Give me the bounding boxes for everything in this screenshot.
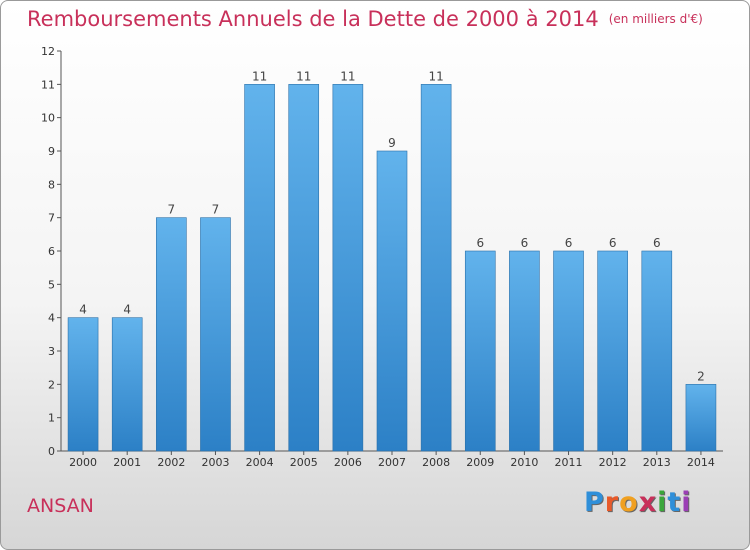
- data-label: 6: [653, 236, 661, 250]
- data-label: 11: [252, 69, 267, 83]
- x-tick-label: 2004: [246, 456, 274, 469]
- bar-2005: [288, 84, 320, 452]
- proxiti-logo: Proxiti: [584, 487, 692, 518]
- y-tick-label: 5: [48, 278, 55, 291]
- data-label: 4: [123, 303, 131, 317]
- x-tick-label: 2010: [510, 456, 538, 469]
- x-tick-label: 2009: [466, 456, 494, 469]
- x-tick-label: 2007: [378, 456, 406, 469]
- logo-letter: P: [584, 487, 605, 518]
- town-name: ANSAN: [27, 495, 94, 517]
- data-label: 7: [168, 203, 176, 217]
- logo-letter: x: [638, 487, 658, 518]
- x-tick-label: 2012: [599, 456, 627, 469]
- y-tick-label: 11: [41, 78, 55, 91]
- x-tick-label: 2002: [157, 456, 185, 469]
- y-tick-label: 3: [48, 345, 55, 358]
- x-tick-label: 2005: [290, 456, 318, 469]
- data-label: 7: [212, 203, 220, 217]
- data-label: 6: [609, 236, 617, 250]
- bar-2014: [685, 384, 717, 452]
- bar-2001: [111, 317, 143, 452]
- bar-2006: [332, 84, 364, 452]
- x-tick-label: 2006: [334, 456, 362, 469]
- data-label: 11: [428, 69, 443, 83]
- bar-2008: [420, 84, 452, 452]
- x-tick-label: 2003: [201, 456, 229, 469]
- logo-letter: i: [681, 487, 692, 518]
- bar-2000: [67, 317, 99, 452]
- data-label: 9: [388, 136, 396, 150]
- chart-title: Remboursements Annuels de la Dette de 20…: [27, 7, 703, 31]
- bar-2013: [641, 250, 673, 452]
- y-tick-label: 7: [48, 212, 55, 225]
- y-tick-label: 9: [48, 145, 55, 158]
- x-tick-label: 2014: [687, 456, 715, 469]
- bar-2011: [553, 250, 584, 452]
- y-tick-label: 1: [48, 412, 55, 425]
- data-label: 2: [697, 369, 705, 383]
- chart-title-text: Remboursements Annuels de la Dette de 20…: [27, 7, 599, 31]
- data-label: 6: [565, 236, 573, 250]
- y-tick-label: 4: [48, 312, 55, 325]
- x-tick-label: 2008: [422, 456, 450, 469]
- bar-2010: [509, 250, 540, 452]
- bar-2012: [597, 250, 628, 452]
- logo-letter: r: [604, 487, 620, 518]
- bar-2003: [200, 217, 231, 452]
- x-tick-label: 2001: [113, 456, 141, 469]
- bar-2002: [156, 217, 187, 452]
- chart-unit: (en milliers d'€): [608, 12, 703, 26]
- logo-letter: o: [619, 487, 639, 518]
- y-tick-label: 10: [41, 112, 55, 125]
- x-tick-label: 2013: [643, 456, 671, 469]
- y-tick-label: 0: [48, 445, 55, 458]
- data-label: 6: [476, 236, 484, 250]
- data-label: 11: [296, 69, 311, 83]
- y-tick-label: 6: [48, 245, 55, 258]
- logo-letter: t: [667, 487, 682, 518]
- y-tick-label: 2: [48, 378, 55, 391]
- data-label: 4: [79, 303, 87, 317]
- y-tick-label: 8: [48, 178, 55, 191]
- y-tick-label: 12: [41, 45, 55, 58]
- data-label: 11: [340, 69, 355, 83]
- logo-letter: i: [657, 487, 668, 518]
- bar-2007: [376, 150, 408, 452]
- x-tick-label: 2011: [555, 456, 583, 469]
- data-label: 6: [521, 236, 529, 250]
- bar-2004: [244, 84, 275, 452]
- x-tick-label: 2000: [69, 456, 97, 469]
- bar-2009: [464, 250, 496, 452]
